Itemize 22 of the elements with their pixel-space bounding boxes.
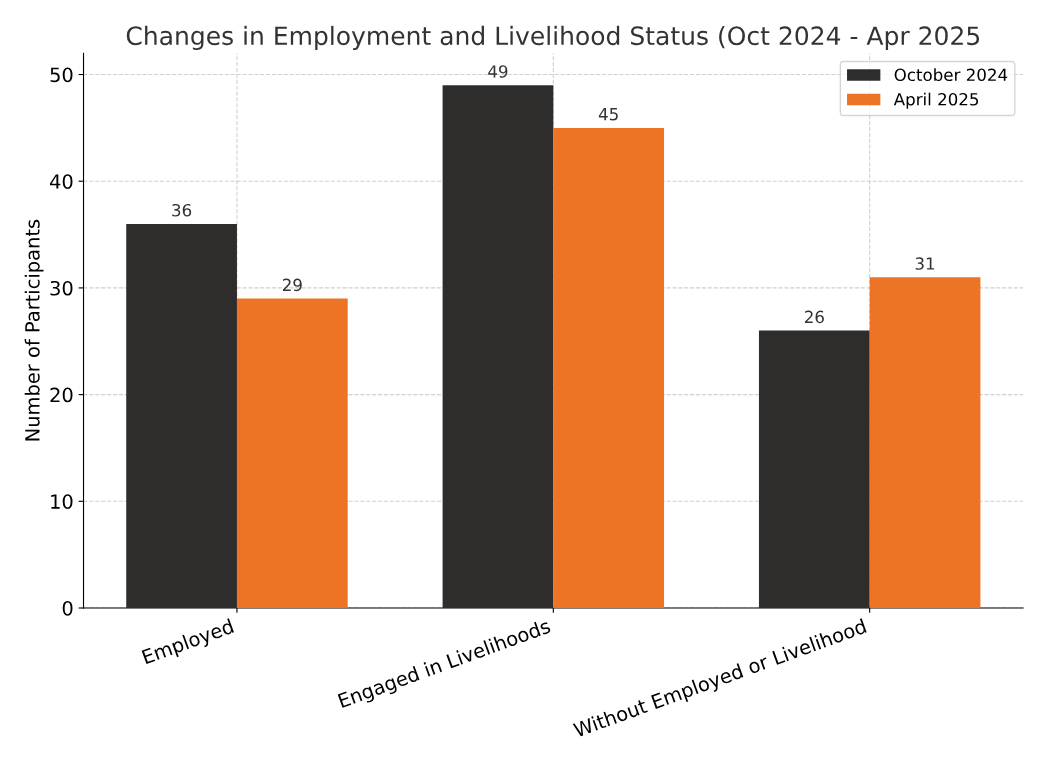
- data-label: 45: [598, 108, 618, 121]
- legend-label: October 2024: [894, 68, 1008, 82]
- bar: [869, 277, 981, 608]
- y-tick-label: 10: [51, 494, 73, 509]
- bar: [442, 85, 554, 608]
- y-tick-label: 20: [50, 387, 73, 403]
- chart-title: Changes in Employment and Livelihood Status (Oct 2024 - Apr 2025: [126, 25, 980, 51]
- y-axis-title: Number of Participants: [24, 219, 44, 441]
- data-label: 49: [488, 65, 508, 78]
- data-label: 31: [915, 257, 935, 270]
- data-label: 26: [804, 310, 824, 324]
- y-tick-label: 30: [50, 280, 73, 296]
- y-tick-label: 0: [62, 600, 73, 616]
- legend-label: April 2025: [893, 92, 979, 109]
- bar: [758, 330, 870, 608]
- data-label: 29: [282, 278, 302, 292]
- y-tick-label: 50: [50, 67, 73, 83]
- bar: [236, 298, 348, 608]
- data-label: 36: [172, 203, 192, 217]
- y-tick-label: 40: [50, 174, 73, 189]
- bar: [126, 223, 237, 608]
- bar: [553, 127, 665, 608]
